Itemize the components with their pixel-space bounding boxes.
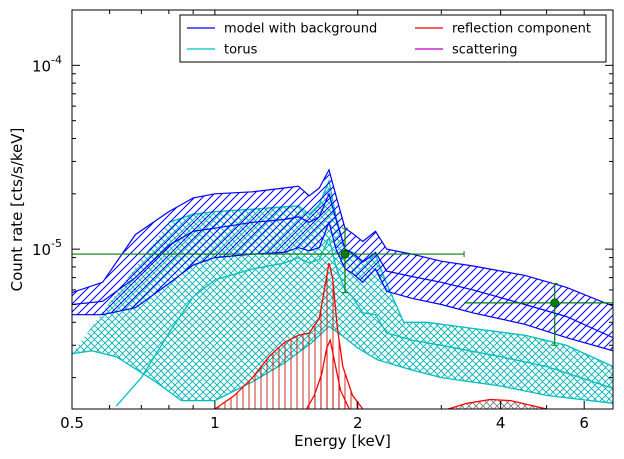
- y-tick-label-0: 10-4: [32, 53, 62, 75]
- model-lower-line: [72, 220, 613, 352]
- data-point-0: [72, 227, 465, 294]
- model-upper-line: [72, 168, 613, 307]
- legend-label-model: model with background: [224, 22, 377, 37]
- legend-label-torus: torus: [224, 43, 258, 58]
- torus-middle-line: [115, 236, 613, 407]
- reflection-curve-1: [305, 337, 350, 409]
- tick-layer: 0.5 1 2 4 6 10-4 10-5: [32, 9, 613, 432]
- x-tick-label-0: 0.5: [60, 414, 84, 432]
- data-marker-0: [340, 249, 350, 259]
- plot-frame: [71, 9, 614, 410]
- x-axis-title: Energy [keV]: [294, 432, 391, 450]
- y-tick-label-1: 10-5: [32, 237, 62, 259]
- series-layer: [72, 168, 613, 409]
- x-tick-label-1: 1: [210, 414, 220, 432]
- y-axis-title: Count rate [cts/s/keV]: [8, 128, 26, 292]
- model-band: [72, 169, 613, 351]
- x-tick-label-4: 6: [579, 414, 589, 432]
- reflection-fill-1: [306, 340, 350, 409]
- legend-label-scattering: scattering: [452, 43, 518, 58]
- reflection-curve-0: [214, 262, 364, 409]
- model-middle-line: [72, 191, 613, 339]
- legend-box: [179, 14, 607, 63]
- legend: model with background reflection compone…: [179, 14, 607, 63]
- reflection-curve-2: [447, 398, 547, 409]
- reflection-fill-2: [448, 399, 547, 409]
- legend-label-reflection: reflection component: [452, 22, 591, 37]
- x-tick-label-3: 4: [496, 414, 506, 432]
- data-point-1: [464, 283, 613, 346]
- x-tick-label-2: 2: [353, 414, 363, 432]
- data-marker-1: [550, 298, 560, 308]
- data-layer: [72, 227, 613, 346]
